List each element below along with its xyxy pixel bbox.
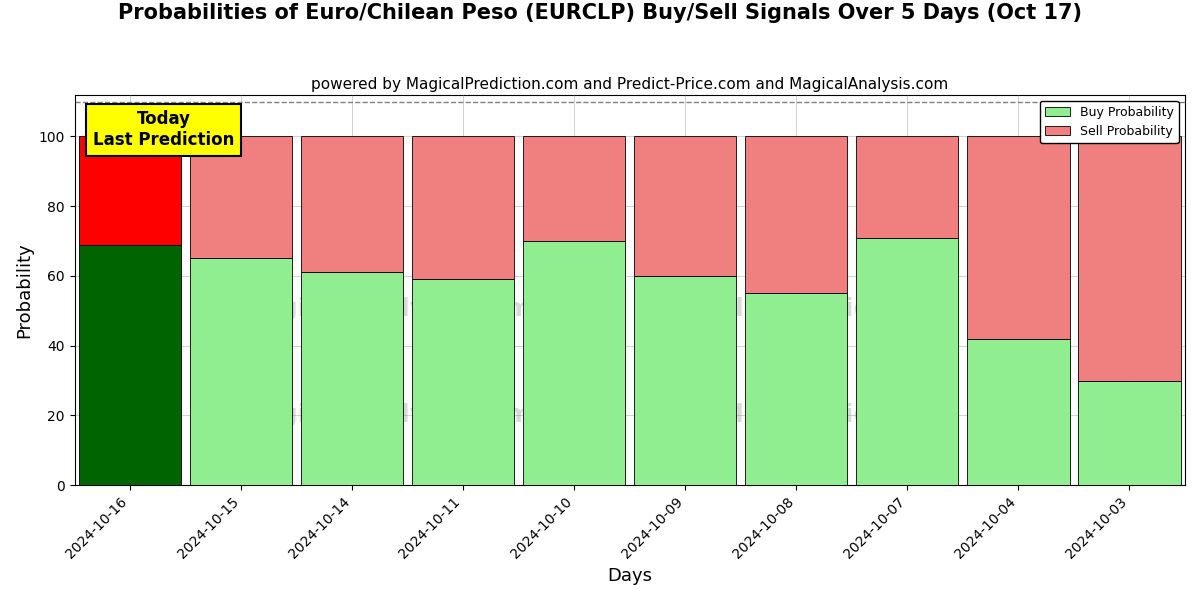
Text: Today
Last Prediction: Today Last Prediction [92,110,234,149]
Bar [967,136,1069,338]
Bar [190,136,293,259]
Text: MagicalAnalysis.com: MagicalAnalysis.com [239,403,533,427]
Y-axis label: Probability: Probability [16,242,34,338]
Bar [412,280,515,485]
Bar [523,136,625,241]
Title: powered by MagicalPrediction.com and Predict-Price.com and MagicalAnalysis.com: powered by MagicalPrediction.com and Pre… [311,77,948,92]
Bar [857,238,959,485]
Bar [745,136,847,293]
Text: MagicalPrediction.com: MagicalPrediction.com [636,298,958,322]
Bar [857,136,959,238]
Bar [635,276,737,485]
Bar [412,136,515,280]
Bar [190,259,293,485]
Bar [79,136,181,245]
Bar [1079,380,1181,485]
Bar [745,293,847,485]
Bar [967,338,1069,485]
X-axis label: Days: Days [607,567,653,585]
Text: Probabilities of Euro/Chilean Peso (EURCLP) Buy/Sell Signals Over 5 Days (Oct 17: Probabilities of Euro/Chilean Peso (EURC… [118,3,1082,23]
Bar [79,245,181,485]
Bar [635,136,737,276]
Bar [523,241,625,485]
Bar [301,136,403,272]
Text: MagicalAnalysis.com: MagicalAnalysis.com [239,298,533,322]
Legend: Buy Probability, Sell Probability: Buy Probability, Sell Probability [1040,101,1178,143]
Bar [301,272,403,485]
Text: MagicalPrediction.com: MagicalPrediction.com [636,403,958,427]
Bar [1079,136,1181,380]
